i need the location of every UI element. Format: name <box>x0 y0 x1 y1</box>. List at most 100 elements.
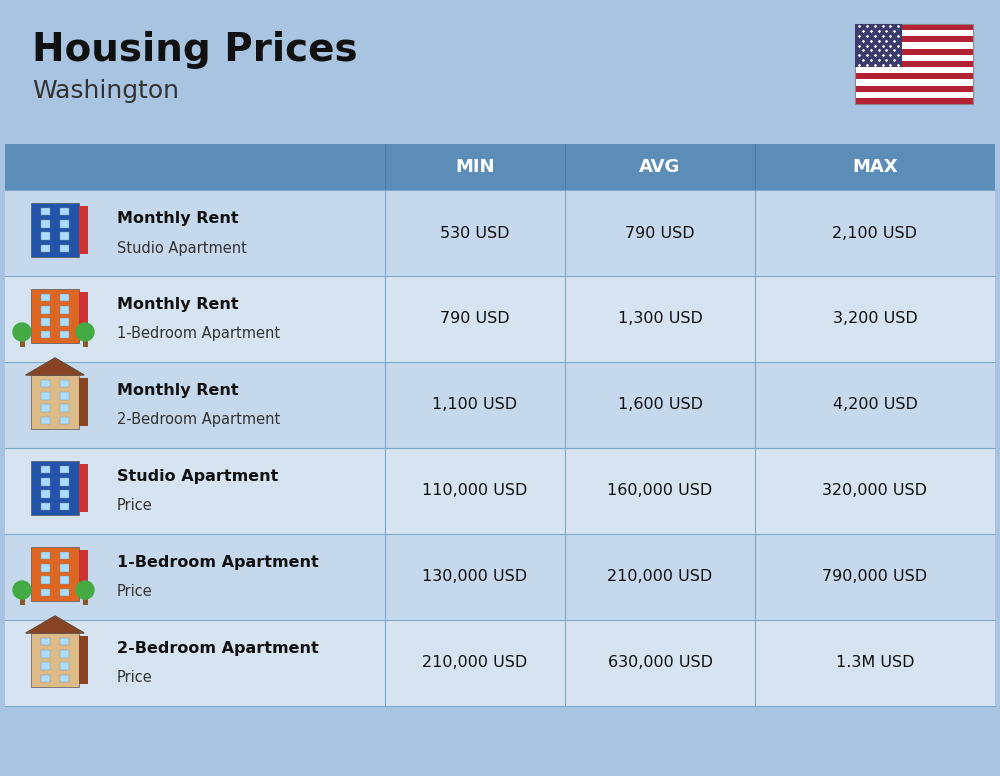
Bar <box>855 24 973 30</box>
Text: 530 USD: 530 USD <box>440 226 510 241</box>
Bar <box>855 49 973 55</box>
Bar <box>41 417 50 424</box>
Bar <box>60 503 69 510</box>
Bar <box>31 633 79 687</box>
Bar <box>41 306 50 314</box>
Text: Price: Price <box>117 498 153 514</box>
Bar <box>855 30 973 36</box>
Bar <box>60 294 69 301</box>
Text: Monthly Rent: Monthly Rent <box>117 297 239 313</box>
Bar <box>60 638 69 646</box>
Bar <box>855 43 973 49</box>
Text: 790 USD: 790 USD <box>625 226 695 241</box>
Bar <box>60 589 69 596</box>
Bar <box>5 190 995 276</box>
Text: 210,000 USD: 210,000 USD <box>607 570 713 584</box>
Bar <box>60 663 69 670</box>
Bar <box>79 636 88 684</box>
Text: 1,600 USD: 1,600 USD <box>618 397 702 413</box>
Text: 790,000 USD: 790,000 USD <box>822 570 928 584</box>
Text: 3,200 USD: 3,200 USD <box>833 311 917 327</box>
Text: 4,200 USD: 4,200 USD <box>833 397 917 413</box>
Bar <box>60 552 69 559</box>
Bar <box>41 331 50 338</box>
Text: 1.3M USD: 1.3M USD <box>836 656 914 670</box>
Bar <box>5 620 995 706</box>
Text: Housing Prices: Housing Prices <box>32 31 358 69</box>
Bar <box>5 362 995 448</box>
Circle shape <box>13 323 31 341</box>
Bar <box>20 592 25 605</box>
Bar <box>79 464 88 512</box>
Bar <box>41 650 50 657</box>
Bar <box>855 36 973 43</box>
Bar <box>60 331 69 338</box>
Text: MIN: MIN <box>455 158 495 176</box>
Bar <box>79 292 88 341</box>
Bar <box>60 577 69 584</box>
Bar <box>41 244 50 252</box>
Bar <box>41 663 50 670</box>
Bar <box>5 448 995 534</box>
Bar <box>60 232 69 240</box>
Bar <box>60 404 69 412</box>
Bar <box>60 478 69 486</box>
Bar <box>60 650 69 657</box>
Text: 2-Bedroom Apartment: 2-Bedroom Apartment <box>117 642 319 656</box>
Bar <box>60 318 69 326</box>
Text: Monthly Rent: Monthly Rent <box>117 212 239 227</box>
Text: Price: Price <box>117 584 153 600</box>
Text: 1,100 USD: 1,100 USD <box>432 397 518 413</box>
Text: 2-Bedroom Apartment: 2-Bedroom Apartment <box>117 413 280 428</box>
Bar <box>20 334 25 347</box>
Bar <box>31 203 79 257</box>
Bar <box>41 392 50 400</box>
Bar <box>41 466 50 473</box>
Bar <box>41 379 50 387</box>
Bar <box>41 294 50 301</box>
Bar <box>41 552 50 559</box>
Text: Price: Price <box>117 670 153 685</box>
Bar <box>41 404 50 412</box>
Bar <box>855 24 973 104</box>
Polygon shape <box>26 358 84 375</box>
Bar <box>855 92 973 98</box>
Bar <box>41 490 50 498</box>
Text: 320,000 USD: 320,000 USD <box>822 483 928 498</box>
Bar <box>60 306 69 314</box>
Text: Studio Apartment: Studio Apartment <box>117 241 247 255</box>
Text: 1-Bedroom Apartment: 1-Bedroom Apartment <box>117 556 319 570</box>
Bar <box>41 589 50 596</box>
Bar <box>60 564 69 572</box>
Bar <box>31 289 79 343</box>
Bar <box>855 85 973 92</box>
Bar <box>41 232 50 240</box>
Text: 110,000 USD: 110,000 USD <box>422 483 528 498</box>
Bar <box>60 466 69 473</box>
Bar <box>60 490 69 498</box>
Polygon shape <box>26 616 84 633</box>
Bar <box>60 220 69 227</box>
Text: Studio Apartment: Studio Apartment <box>117 469 278 484</box>
Bar <box>79 549 88 598</box>
Text: 790 USD: 790 USD <box>440 311 510 327</box>
Bar <box>82 334 88 347</box>
Text: 1,300 USD: 1,300 USD <box>618 311 702 327</box>
Text: Monthly Rent: Monthly Rent <box>117 383 239 399</box>
Bar <box>41 638 50 646</box>
Bar <box>855 67 973 73</box>
Text: MAX: MAX <box>852 158 898 176</box>
Bar <box>41 208 50 215</box>
Bar <box>41 674 50 682</box>
Circle shape <box>76 323 94 341</box>
Bar <box>82 592 88 605</box>
Bar <box>79 206 88 255</box>
Bar <box>855 55 973 61</box>
Text: 130,000 USD: 130,000 USD <box>422 570 528 584</box>
Bar <box>855 73 973 79</box>
Text: 160,000 USD: 160,000 USD <box>607 483 713 498</box>
Bar <box>60 244 69 252</box>
Text: 630,000 USD: 630,000 USD <box>608 656 712 670</box>
Circle shape <box>76 581 94 599</box>
Bar <box>5 276 995 362</box>
